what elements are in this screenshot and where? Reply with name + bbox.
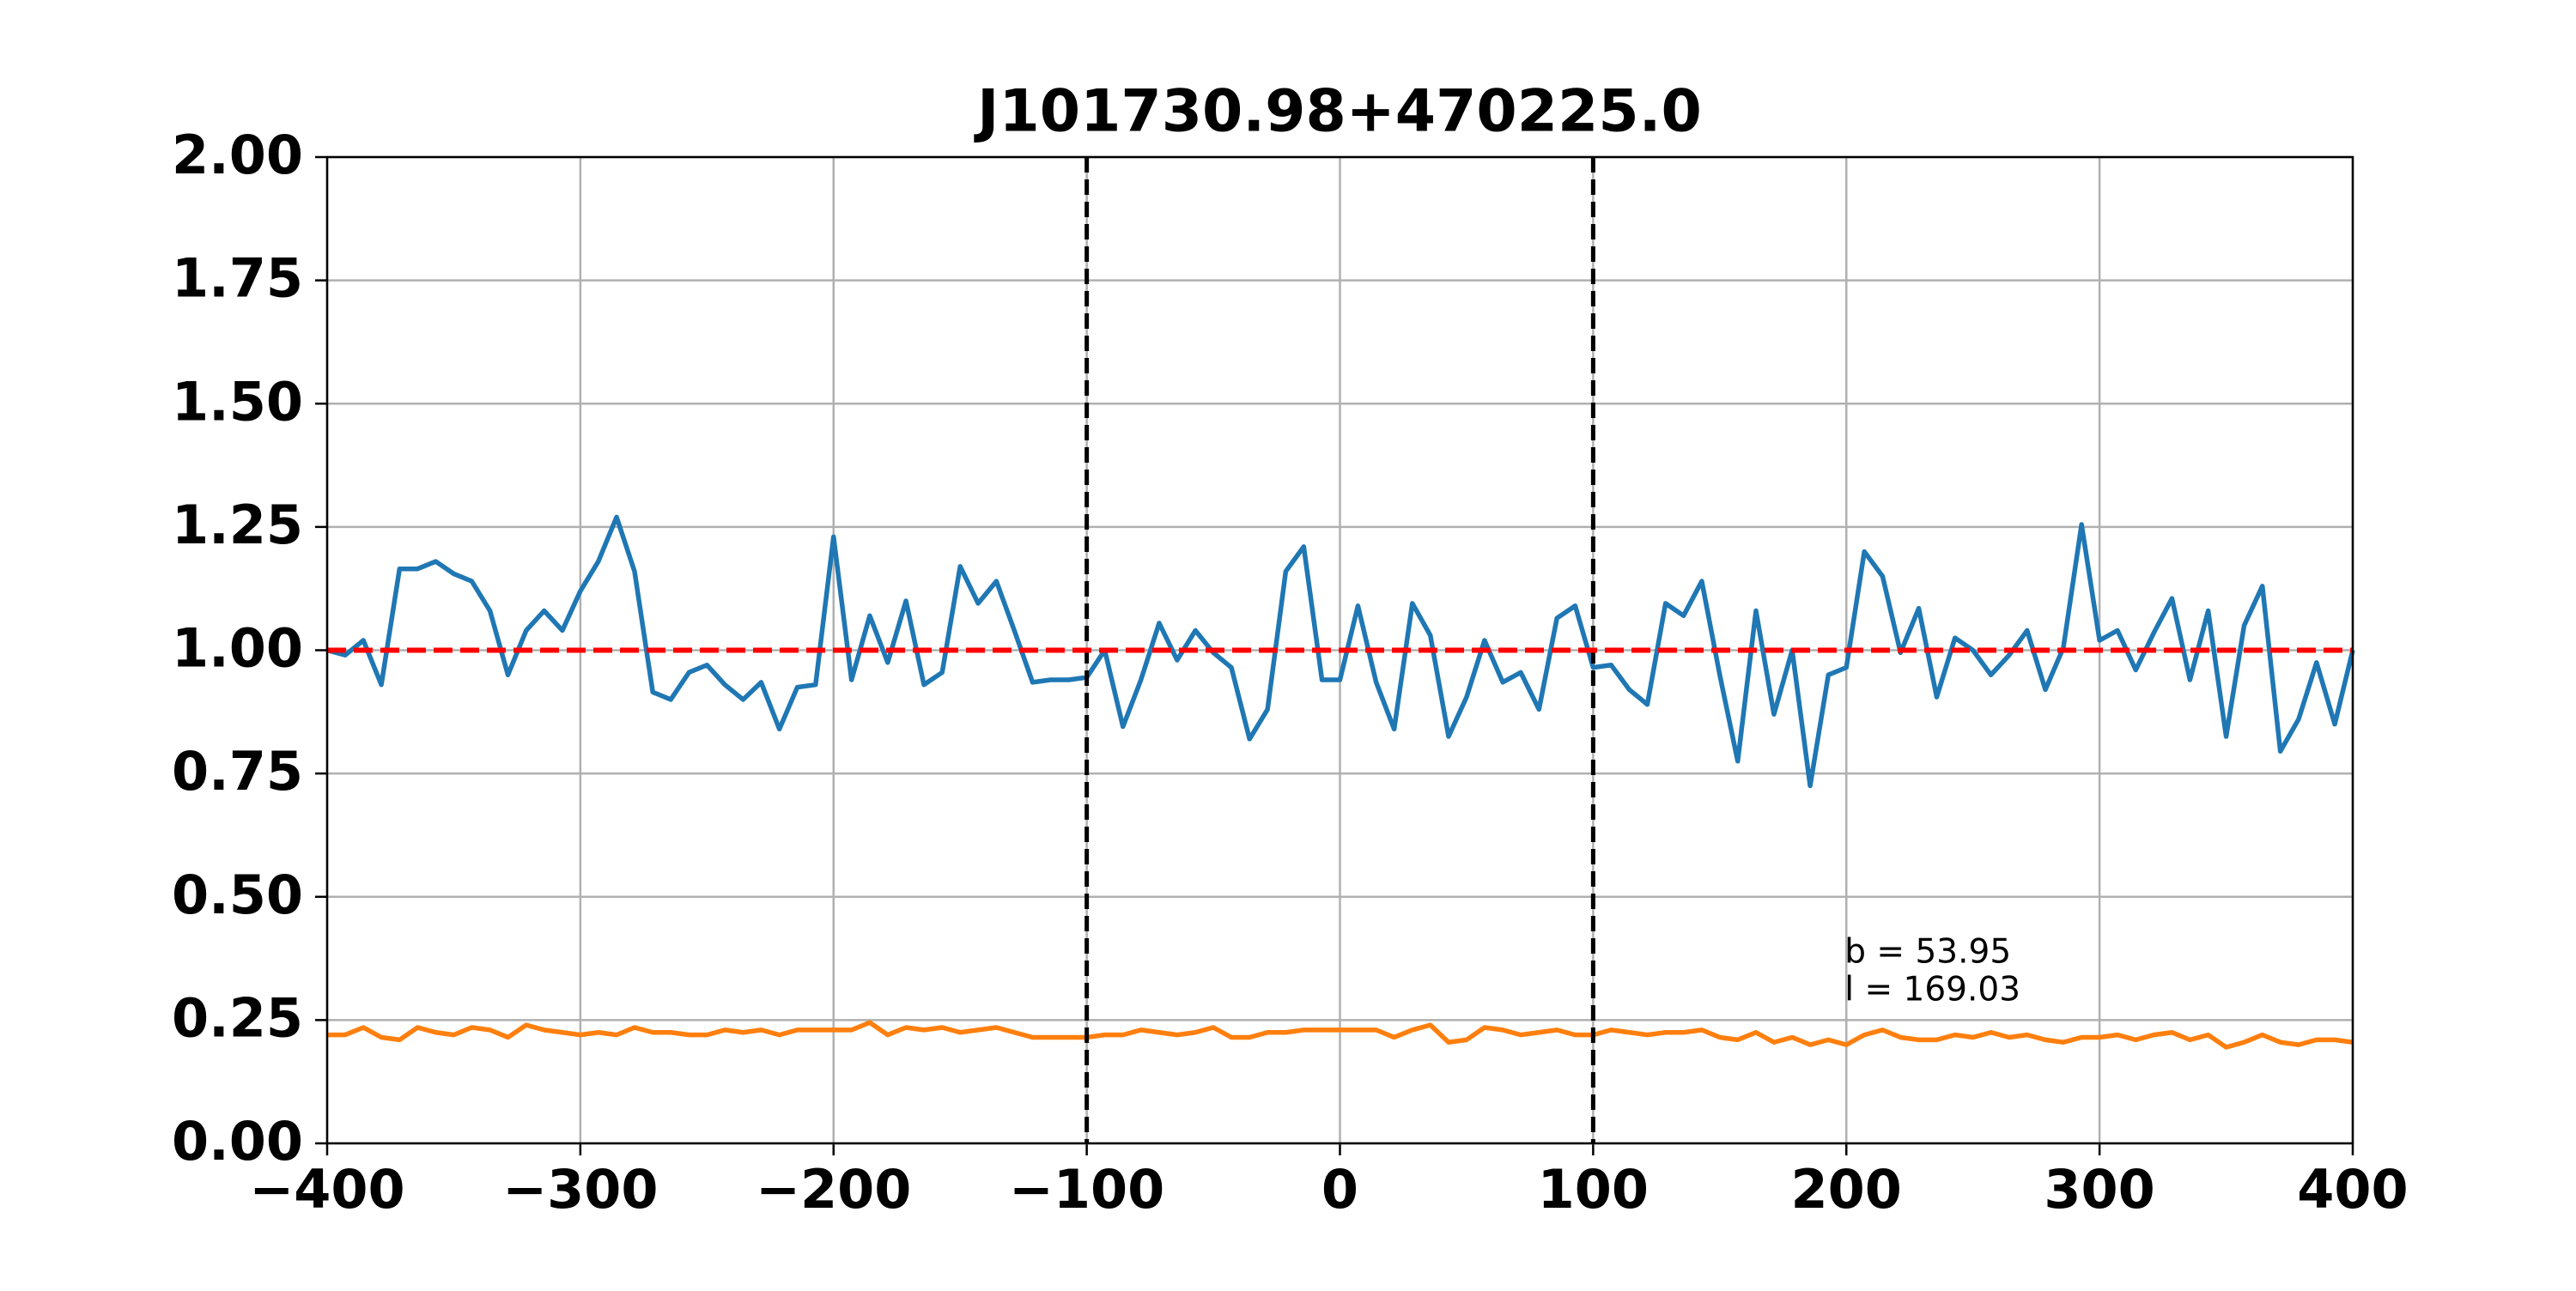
y-tick-label: 1.75 [172, 247, 303, 310]
x-tick-label: 400 [2297, 1158, 2408, 1221]
plot-frame [325, 155, 2354, 1145]
y-tick-label: 1.25 [172, 494, 303, 556]
y-tick-label: 1.00 [172, 617, 303, 680]
x-tick-label: 100 [1538, 1158, 1649, 1221]
annotation: b = 53.95 [1844, 933, 2011, 972]
chart-title: J101730.98+470225.0 [974, 78, 1702, 146]
y-tick-label: 0.50 [172, 864, 303, 926]
y-tick-label: 0.25 [172, 986, 303, 1049]
y-tick-label: 1.50 [172, 370, 303, 433]
x-tick-label: −200 [756, 1158, 911, 1221]
data-line [327, 1020, 2354, 1050]
annotation: l = 169.03 [1844, 971, 2020, 1009]
y-tick-label: 0.00 [172, 1110, 303, 1173]
x-tick-label: −400 [249, 1158, 404, 1221]
data-line [326, 514, 2355, 789]
x-tick-label: 0 [1321, 1158, 1358, 1221]
x-tick-label: 300 [2044, 1158, 2154, 1221]
x-tick-label: −100 [1009, 1158, 1164, 1221]
y-tick-label: 2.00 [172, 124, 303, 186]
x-tick-label: 200 [1791, 1158, 1902, 1221]
y-tick-label: 0.75 [172, 740, 303, 803]
x-tick-label: −300 [502, 1158, 658, 1221]
